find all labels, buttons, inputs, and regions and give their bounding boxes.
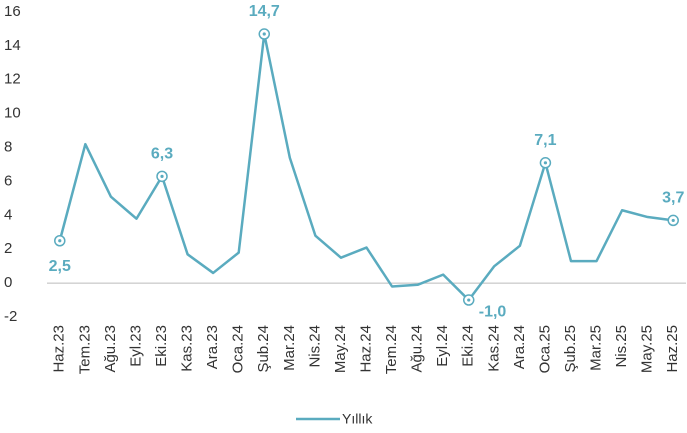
x-tick-label: Haz.25 (664, 325, 681, 373)
x-tick-label: Mar.24 (281, 325, 298, 371)
data-label: 6,3 (151, 146, 173, 163)
data-label: 3,7 (662, 190, 684, 207)
x-tick-label: Haz.24 (357, 325, 374, 373)
x-tick-label: Ara.23 (204, 325, 221, 369)
x-tick-label: Eyl.23 (127, 325, 144, 367)
point-dot (160, 174, 164, 178)
y-tick-label: 14 (4, 37, 21, 54)
x-tick-label: Nis.25 (613, 325, 630, 368)
x-tick-label: Ağu.23 (102, 325, 119, 373)
y-tick-label: -2 (4, 308, 17, 325)
x-tick-label: May.24 (332, 325, 349, 373)
x-tick-label: Ağu.24 (409, 325, 426, 373)
y-tick-label: 8 (4, 139, 12, 156)
x-tick-label: Kas.23 (179, 325, 196, 372)
data-label: 7,1 (534, 132, 556, 149)
y-tick-label: 4 (4, 206, 12, 223)
x-tick-label: Haz.23 (51, 325, 68, 373)
data-label: 14,7 (249, 3, 280, 20)
point-dot (58, 239, 62, 243)
x-tick-label: Şub.25 (562, 325, 579, 373)
y-tick-label: 10 (4, 105, 21, 122)
y-tick-label: 16 (4, 3, 21, 20)
x-tick-label: Şub.24 (255, 325, 272, 373)
y-tick-label: 12 (4, 71, 21, 88)
point-dot (262, 32, 266, 36)
x-tick-label: Ara.24 (511, 325, 528, 369)
x-tick-label: Tem.23 (76, 325, 93, 374)
x-tick-label: Eyl.24 (434, 325, 451, 367)
x-tick-label: Kas.24 (485, 325, 502, 372)
data-label: -1,0 (479, 303, 507, 320)
legend-label: Yıllık (342, 411, 373, 427)
x-tick-label: Eki.24 (460, 325, 477, 367)
y-tick-label: 2 (4, 240, 12, 257)
x-tick-label: Mar.25 (588, 325, 605, 371)
x-tick-label: May.25 (639, 325, 656, 373)
point-dot (671, 218, 675, 223)
point-dot (543, 161, 548, 165)
y-tick-label: 0 (4, 274, 12, 291)
x-tick-label: Eki.23 (153, 325, 170, 367)
x-tick-label: Tem.24 (383, 325, 400, 374)
y-tick-label: 6 (4, 172, 12, 189)
x-tick-label: Nis.24 (306, 325, 323, 368)
x-tick-label: Oca.25 (536, 325, 553, 373)
point-dot (467, 298, 471, 302)
series-line (58, 32, 674, 302)
data-label: 2,5 (49, 258, 71, 275)
x-tick-label: Oca.24 (230, 325, 247, 373)
